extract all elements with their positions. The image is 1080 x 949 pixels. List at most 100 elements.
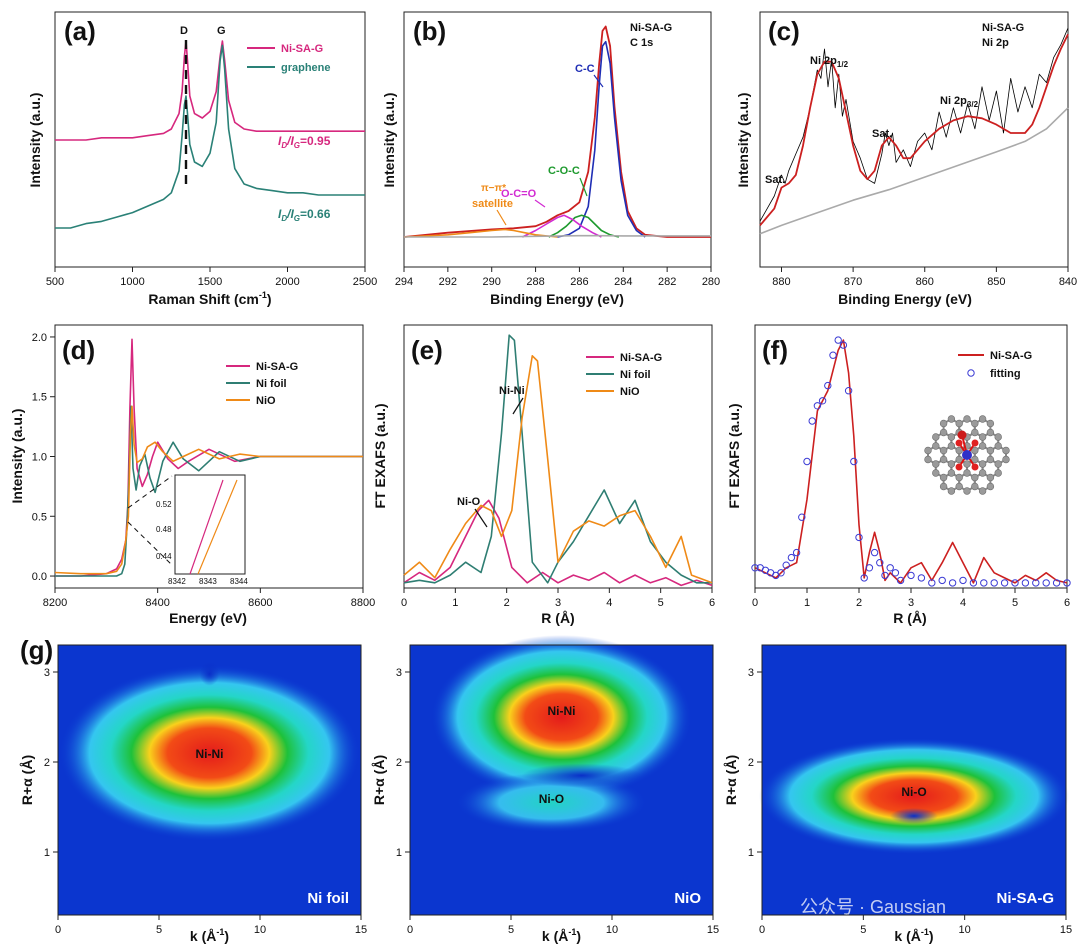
legend-d-ni-foil: Ni foil — [256, 378, 287, 390]
series-point — [886, 564, 894, 572]
carbon-atom — [947, 442, 956, 450]
panel-f-xlabel: R (Å) — [893, 610, 926, 626]
x-tick-label: 282 — [658, 276, 676, 288]
inset-frame — [174, 474, 246, 575]
wavelet-map-frame — [761, 644, 1067, 916]
panel-d-letter: (d) — [62, 335, 95, 365]
x-tick-label: 880 — [772, 276, 790, 288]
x-tick-label: 850 — [987, 276, 1005, 288]
wavelet-ylabel: R+α (Å) — [371, 755, 387, 805]
x-tick-label: 15 — [355, 924, 367, 936]
label-satellite: satellite — [472, 198, 513, 210]
x-tick-label: 2 — [504, 597, 510, 609]
series-line-raw — [403, 25, 711, 238]
carbon-atom — [994, 469, 1002, 477]
y-tick-label: 0.0 — [32, 571, 47, 583]
oxygen-atom — [955, 463, 963, 471]
inset-ytick-048: 0.48 — [156, 525, 172, 534]
carbon-atom — [955, 446, 963, 455]
x-tick-label: 8800 — [351, 597, 375, 609]
carbon-atom — [978, 415, 987, 423]
series-point — [1063, 579, 1071, 587]
carbon-atom — [947, 460, 956, 468]
y-tick-label: 2 — [44, 757, 50, 769]
label-sat-2: Sat. — [872, 128, 892, 140]
arrow-o-c-o — [534, 199, 546, 208]
series-point — [1042, 579, 1050, 587]
carbon-atom — [986, 455, 995, 464]
y-tick-label: 1.5 — [32, 392, 47, 404]
panel-g-letter: (g) — [20, 635, 53, 665]
x-tick-label: 10 — [606, 924, 618, 936]
x-tick-label: 15 — [1060, 924, 1072, 936]
carbon-atom — [986, 419, 995, 428]
series-line-ni-sa-g — [403, 499, 713, 587]
inset-xtick-8343: 8343 — [199, 577, 217, 586]
inset-line-ni-sa-g — [189, 479, 224, 575]
series-point — [980, 579, 988, 587]
wavelet-map-frame — [57, 644, 362, 916]
inset: 0.52 0.48 0.44 8342 8343 8344 — [127, 474, 248, 586]
series-point — [938, 576, 946, 585]
series-point — [808, 417, 816, 425]
series-point — [896, 576, 905, 585]
series-line-background — [404, 234, 711, 238]
panel-a-xlabel: Raman Shift (cm-1) — [148, 290, 271, 307]
series-point — [1011, 579, 1019, 587]
panel-e-plot — [403, 334, 713, 587]
oxygen-atom — [971, 463, 979, 471]
x-tick-label: 10 — [959, 924, 971, 936]
oxygen-atom-top — [957, 430, 967, 440]
wavelet-contour — [521, 763, 642, 788]
x-tick-label: 1 — [804, 597, 810, 609]
panel-b-xlabel: Binding Energy (eV) — [490, 291, 624, 307]
y-tick-label: 1 — [396, 847, 402, 859]
x-tick-label: 5 — [860, 924, 866, 936]
panel-e-x-ticks: 0 1 2 3 4 5 6 — [401, 588, 715, 609]
panel-a-ylabel: Intensity (a.u.) — [27, 93, 43, 188]
carbon-atom — [978, 460, 987, 468]
x-tick-label: 5 — [508, 924, 514, 936]
x-tick-label: 870 — [844, 276, 862, 288]
series-point — [865, 564, 874, 572]
panel-e-letter: (e) — [411, 335, 443, 365]
panel-b-letter: (b) — [413, 16, 446, 46]
carbon-atom — [963, 460, 971, 468]
panel-c-letter: (c) — [768, 16, 800, 46]
series-point — [792, 548, 801, 557]
series-point — [1052, 579, 1061, 587]
y-tick-label: 0.5 — [32, 511, 47, 523]
xlabel-sup: -1 — [216, 927, 224, 937]
series-point — [1000, 579, 1009, 587]
xlabel-tail: ) — [576, 928, 581, 944]
inset-leader-2 — [127, 521, 173, 566]
x-tick-label: 6 — [1064, 597, 1070, 609]
carbon-atom — [971, 428, 979, 437]
y-tick-label: 1 — [44, 847, 50, 859]
carbon-atom — [1002, 446, 1010, 455]
wavelet-map-name: Ni foil — [307, 890, 349, 907]
series-point — [876, 559, 884, 567]
carbon-atom — [994, 442, 1002, 450]
carbon-atom — [986, 446, 995, 455]
carbon-atom — [994, 460, 1002, 468]
y-tick-label: 3 — [748, 667, 754, 679]
carbon-atom — [947, 433, 956, 441]
oxygen-atom — [971, 439, 979, 447]
x-tick-label: 5 — [156, 924, 162, 936]
carbon-atom — [955, 482, 963, 491]
x-tick-label: 2500 — [353, 276, 377, 288]
xlabel-main: k (Å — [190, 928, 216, 944]
carbon-atom — [1002, 455, 1010, 464]
series-point — [870, 548, 879, 557]
y-tick-label: 1 — [748, 847, 754, 859]
legend-marker-fitting — [967, 369, 975, 377]
label-c-c: C-C — [575, 63, 595, 75]
xlabel-tail: ) — [224, 928, 229, 944]
series-line-ni-sa-g — [55, 40, 365, 141]
carbon-atom — [955, 473, 963, 482]
series-point — [829, 351, 837, 359]
x-tick-label: 284 — [614, 276, 632, 288]
wavelet-peak-label: Ni-O — [901, 785, 926, 799]
